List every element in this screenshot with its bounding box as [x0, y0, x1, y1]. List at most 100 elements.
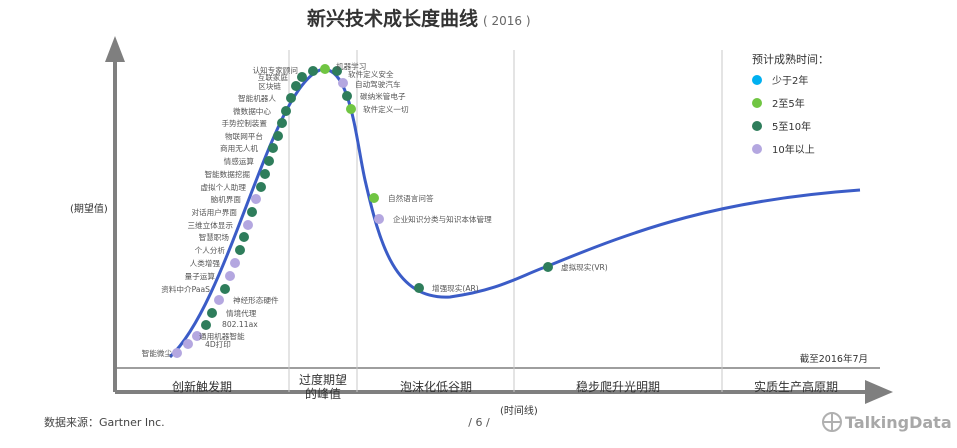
tech-label: 微数据中心 — [233, 106, 271, 116]
tech-point — [374, 214, 384, 224]
tech-label: 自然语言问答 — [388, 193, 434, 203]
tech-point — [308, 66, 318, 76]
legend-swatch — [752, 75, 762, 85]
tech-label: 资料中介PaaS — [161, 284, 210, 294]
hype-curve — [168, 68, 861, 359]
tech-point — [277, 118, 287, 128]
tech-label: 手势控制装置 — [221, 118, 267, 128]
tech-label: 物联网平台 — [225, 131, 263, 141]
tech-label: 对话用户界面 — [191, 207, 237, 217]
tech-label: 情境代理 — [226, 308, 257, 318]
tech-label: 智能机器人 — [238, 93, 276, 103]
legend-label: 少于2年 — [772, 74, 808, 87]
tech-point — [214, 295, 224, 305]
tech-label: 个人分析 — [195, 245, 226, 255]
chart-title: 新兴技术成长度曲线 — [307, 7, 478, 30]
tech-point — [251, 194, 261, 204]
phase-label: 实质生产高原期 — [754, 379, 838, 394]
legend: 预计成熟时间： 少于2年 2至5年 5至10年 10年以上 — [752, 52, 829, 156]
legend-swatch — [752, 144, 762, 154]
data-source: 数据来源：Gartner Inc. — [44, 415, 165, 429]
tech-point — [543, 262, 553, 272]
tech-label: 虚拟现实(VR) — [561, 262, 608, 272]
legend-label: 2至5年 — [772, 97, 805, 110]
y-axis-label: (期望值) — [70, 202, 108, 215]
page-number: / 6 / — [468, 416, 490, 429]
tech-label: 智能微尘 — [142, 348, 173, 358]
tech-point — [286, 93, 296, 103]
tech-label: 人类增强 — [190, 258, 221, 268]
legend-title: 预计成熟时间： — [752, 52, 829, 66]
tech-label: 增强现实(AR) — [432, 283, 479, 293]
tech-point — [281, 106, 291, 116]
tech-point — [247, 207, 257, 217]
phase-label: 泡沫化低谷期 — [400, 380, 472, 394]
tech-point — [192, 331, 202, 341]
legend-swatch — [752, 98, 762, 108]
tech-point — [264, 156, 274, 166]
tech-point — [230, 258, 240, 268]
phase-label: 创新触发期 — [172, 379, 232, 394]
tech-point — [414, 283, 424, 293]
tech-label: 商用无人机 — [220, 143, 258, 153]
tech-point — [243, 220, 253, 230]
tech-point — [235, 245, 245, 255]
tech-point — [369, 193, 379, 203]
technology-points — [172, 64, 553, 358]
tech-label: 4D打印 — [205, 339, 231, 349]
tech-label: 企业知识分类与知识本体管理 — [393, 214, 492, 224]
tech-label: 自动驾驶汽车 — [355, 79, 401, 89]
tech-point — [183, 339, 193, 349]
tech-point — [220, 284, 230, 294]
tech-label: 脑机界面 — [211, 194, 242, 204]
tech-label: 软件定义安全 — [348, 69, 394, 79]
tech-point — [273, 131, 283, 141]
chart-title-year: ( 2016 ) — [483, 14, 531, 28]
tech-point — [239, 232, 249, 242]
x-axis-label: (时间线) — [500, 404, 538, 417]
tech-label: 智能数据挖掘 — [204, 169, 250, 179]
y-axis-arrow-icon — [105, 36, 125, 62]
legend-label: 5至10年 — [772, 120, 811, 133]
logo-mark-icon — [822, 412, 842, 432]
tech-label: 神经形态硬件 — [233, 295, 279, 305]
phase-label: 稳步爬升光明期 — [576, 379, 660, 394]
tech-label: 虚拟个人助理 — [200, 182, 246, 192]
tech-point — [201, 320, 211, 330]
phase-label-line2: 的峰值 — [305, 386, 341, 401]
tech-label: 802.11ax — [222, 320, 258, 329]
tech-label: 情感运算 — [224, 156, 255, 166]
tech-point — [207, 308, 217, 318]
tech-point — [332, 66, 342, 76]
tech-point — [338, 78, 348, 88]
tech-point — [291, 81, 301, 91]
phase-label: 过度期望 — [299, 372, 347, 387]
tech-label: 三维立体显示 — [187, 220, 233, 230]
tech-label: 互联家庭 — [258, 72, 289, 82]
tech-label: 认知专家顾问 — [252, 65, 298, 75]
tech-label: 区块链 — [258, 81, 281, 91]
tech-point — [260, 169, 270, 179]
legend-label: 10年以上 — [772, 143, 815, 156]
tech-label: 智慧职场 — [199, 232, 230, 242]
tech-label: 碳纳米管电子 — [360, 91, 406, 101]
x-axis-arrow-icon — [865, 380, 893, 404]
tech-point — [268, 143, 278, 153]
date-note: 截至2016年7月 — [800, 353, 868, 365]
tech-label: 机器学习 — [336, 61, 366, 71]
talkingdata-logo: TalkingData — [822, 412, 952, 432]
tech-point — [320, 64, 330, 74]
tech-point — [346, 104, 356, 114]
brand-name: TalkingData — [845, 413, 952, 432]
tech-point — [297, 72, 307, 82]
tech-point — [225, 271, 235, 281]
phase-separators — [288, 50, 723, 392]
legend-swatch — [752, 121, 762, 131]
tech-label: 量子运算 — [185, 271, 216, 281]
tech-label: 软件定义一切 — [363, 104, 409, 114]
tech-point — [342, 91, 352, 101]
tech-point — [172, 348, 182, 358]
